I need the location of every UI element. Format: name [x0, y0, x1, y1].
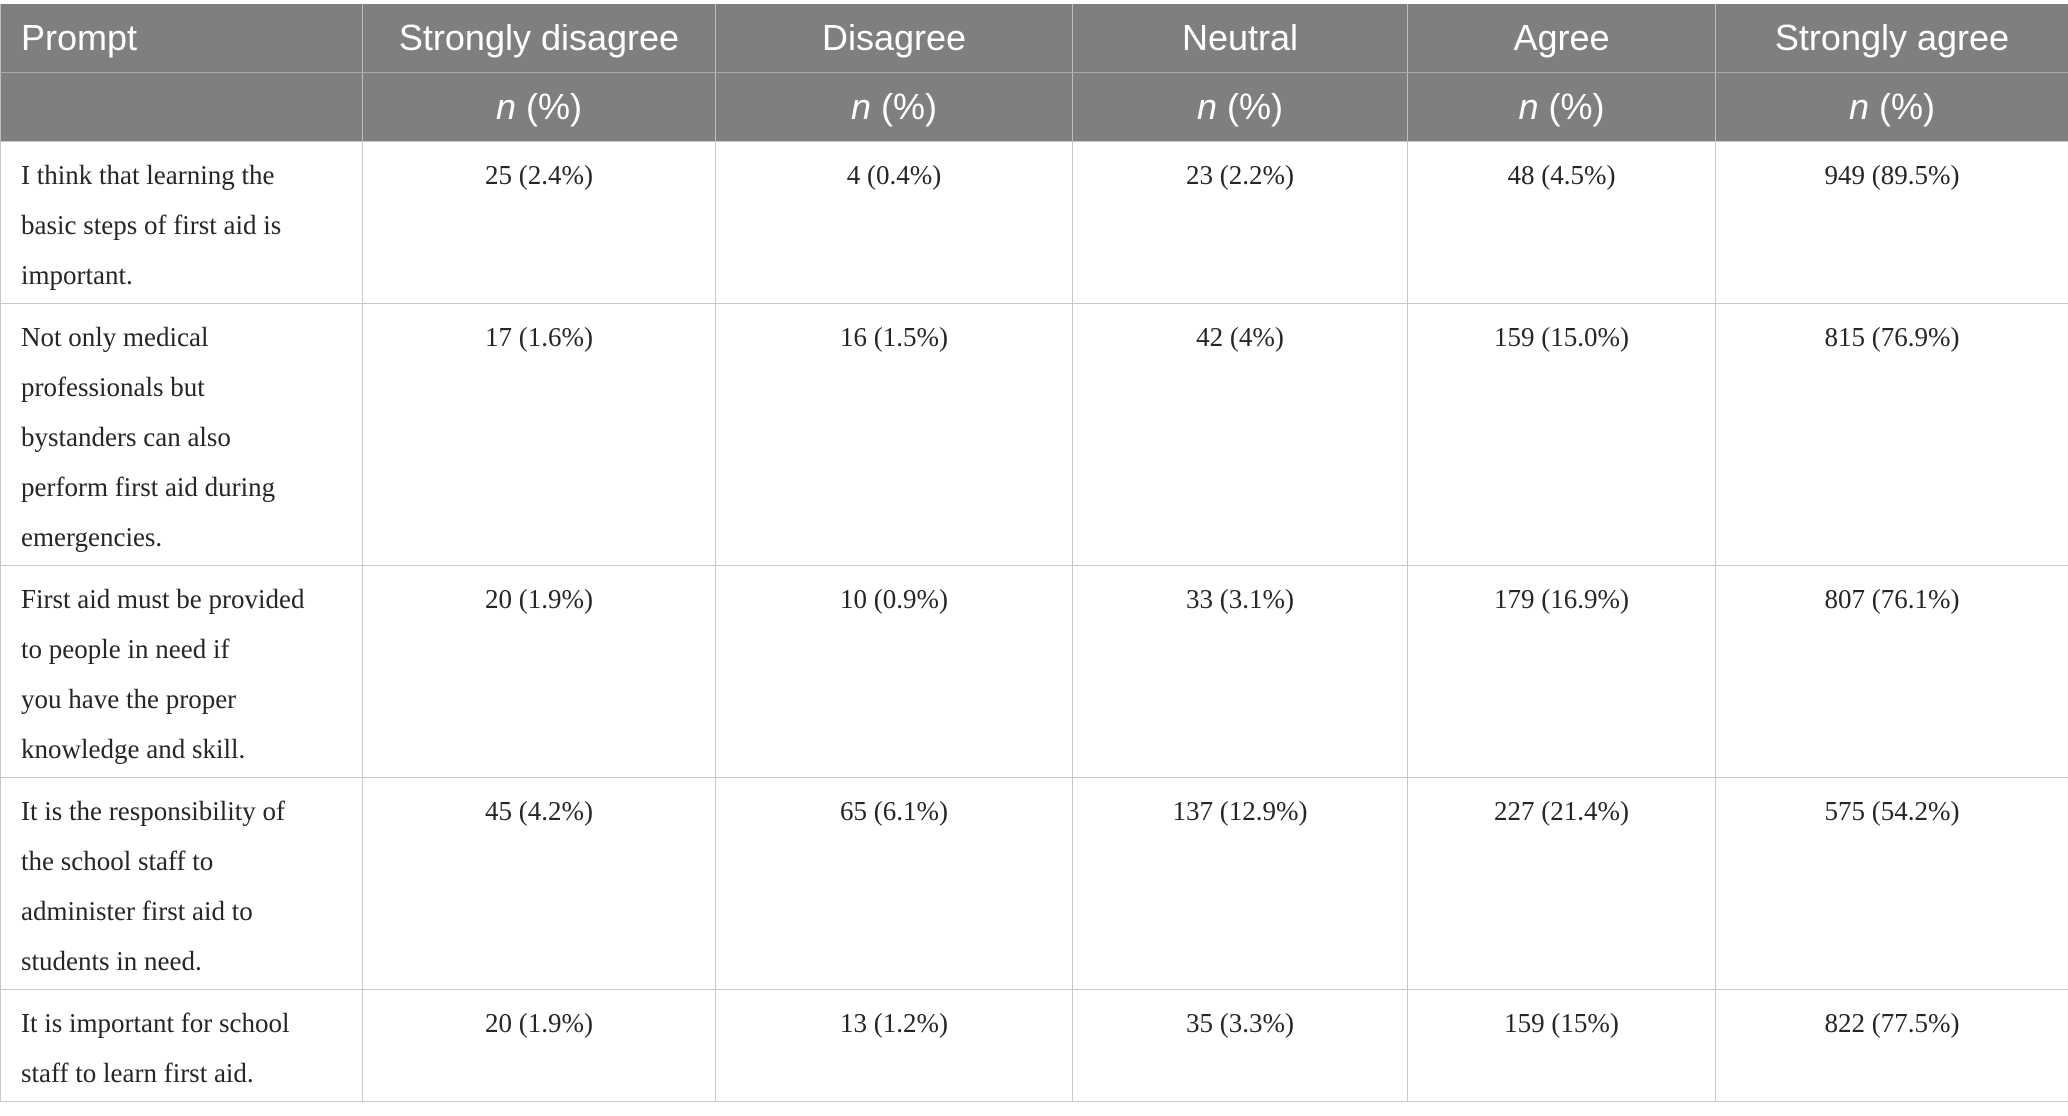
value-disagree: 65 (6.1%)	[715, 777, 1073, 990]
table-body: I think that learning the basic steps of…	[0, 141, 2068, 1102]
value-disagree: 4 (0.4%)	[715, 141, 1073, 304]
value-strongly-agree: 822 (77.5%)	[1715, 989, 2068, 1102]
prompt-cell: It is important for school staff to lear…	[0, 989, 363, 1102]
value-strongly-disagree: 20 (1.9%)	[362, 565, 716, 778]
unit-n: n	[850, 86, 872, 127]
prompt-line: perform first aid during	[21, 472, 276, 502]
value-neutral: 33 (3.1%)	[1072, 565, 1408, 778]
prompt-line: important.	[21, 260, 133, 290]
prompt-line: administer first aid to	[21, 896, 253, 926]
column-header-neutral: Neutral	[1072, 4, 1408, 73]
value-neutral: 35 (3.3%)	[1072, 989, 1408, 1102]
prompt-cell: Not only medical professionals but bysta…	[0, 303, 363, 566]
prompt-cell: It is the responsibility of the school s…	[0, 777, 363, 990]
value-neutral: 42 (4%)	[1072, 303, 1408, 566]
prompt-line: professionals but	[21, 372, 205, 402]
prompt-line: emergencies.	[21, 522, 163, 552]
prompt-line: you have the proper	[21, 684, 237, 714]
value-neutral: 137 (12.9%)	[1072, 777, 1408, 990]
table-row: Not only medical professionals but bysta…	[0, 303, 2068, 566]
prompt-line: the school staff to	[21, 846, 214, 876]
column-header-strongly-agree: Strongly agree	[1715, 4, 2068, 73]
unit-pct: (%)	[1538, 86, 1605, 127]
unit-n: n	[1196, 86, 1218, 127]
column-header-agree: Agree	[1407, 4, 1716, 73]
unit-header-strongly-agree: n (%)	[1715, 72, 2068, 142]
unit-header-disagree: n (%)	[715, 72, 1073, 142]
table-row: It is the responsibility of the school s…	[0, 777, 2068, 990]
unit-n: n	[1848, 86, 1870, 127]
unit-header-strongly-disagree: n (%)	[362, 72, 716, 142]
prompt-line: to people in need if	[21, 634, 230, 664]
unit-pct: (%)	[1217, 86, 1284, 127]
prompt-line: First aid must be provided	[21, 584, 305, 614]
value-disagree: 10 (0.9%)	[715, 565, 1073, 778]
prompt-line: knowledge and skill.	[21, 734, 246, 764]
value-agree: 159 (15%)	[1407, 989, 1716, 1102]
value-strongly-agree: 815 (76.9%)	[1715, 303, 2068, 566]
prompt-line: students in need.	[21, 946, 202, 976]
table-row: I think that learning the basic steps of…	[0, 141, 2068, 304]
table-header: Prompt Strongly disagree Disagree Neutra…	[0, 4, 2068, 142]
prompt-cell: First aid must be provided to people in …	[0, 565, 363, 778]
header-row-units: n (%) n (%) n (%) n (%) n (%)	[0, 72, 2068, 142]
value-strongly-disagree: 17 (1.6%)	[362, 303, 716, 566]
prompt-line: Not only medical	[21, 322, 209, 352]
column-header-disagree: Disagree	[715, 4, 1073, 73]
prompt-line: It is the responsibility of	[21, 796, 285, 826]
value-agree: 159 (15.0%)	[1407, 303, 1716, 566]
prompt-line: I think that learning the	[21, 160, 275, 190]
value-strongly-disagree: 25 (2.4%)	[362, 141, 716, 304]
value-disagree: 16 (1.5%)	[715, 303, 1073, 566]
value-strongly-disagree: 45 (4.2%)	[362, 777, 716, 990]
unit-header-neutral: n (%)	[1072, 72, 1408, 142]
value-strongly-agree: 575 (54.2%)	[1715, 777, 2068, 990]
table-row: It is important for school staff to lear…	[0, 989, 2068, 1102]
column-header-prompt: Prompt	[0, 4, 363, 73]
first-aid-attitudes-table: Prompt Strongly disagree Disagree Neutra…	[0, 4, 2068, 1102]
column-header-strongly-disagree: Strongly disagree	[362, 4, 716, 73]
prompt-line: basic steps of first aid is	[21, 210, 282, 240]
header-row-labels: Prompt Strongly disagree Disagree Neutra…	[0, 4, 2068, 73]
value-agree: 227 (21.4%)	[1407, 777, 1716, 990]
value-disagree: 13 (1.2%)	[715, 989, 1073, 1102]
value-neutral: 23 (2.2%)	[1072, 141, 1408, 304]
unit-n: n	[495, 86, 517, 127]
value-agree: 179 (16.9%)	[1407, 565, 1716, 778]
unit-pct: (%)	[516, 86, 583, 127]
prompt-line: It is important for school	[21, 1008, 290, 1038]
prompt-line: bystanders can also	[21, 422, 231, 452]
unit-pct: (%)	[1869, 86, 1936, 127]
value-strongly-disagree: 20 (1.9%)	[362, 989, 716, 1102]
prompt-cell: I think that learning the basic steps of…	[0, 141, 363, 304]
value-agree: 48 (4.5%)	[1407, 141, 1716, 304]
unit-pct: (%)	[871, 86, 938, 127]
prompt-line: staff to learn first aid.	[21, 1058, 254, 1088]
value-strongly-agree: 949 (89.5%)	[1715, 141, 2068, 304]
table-row: First aid must be provided to people in …	[0, 565, 2068, 778]
unit-header-empty	[0, 72, 363, 142]
unit-header-agree: n (%)	[1407, 72, 1716, 142]
unit-n: n	[1518, 86, 1539, 127]
survey-table-container: Prompt Strongly disagree Disagree Neutra…	[0, 4, 2068, 1102]
value-strongly-agree: 807 (76.1%)	[1715, 565, 2068, 778]
